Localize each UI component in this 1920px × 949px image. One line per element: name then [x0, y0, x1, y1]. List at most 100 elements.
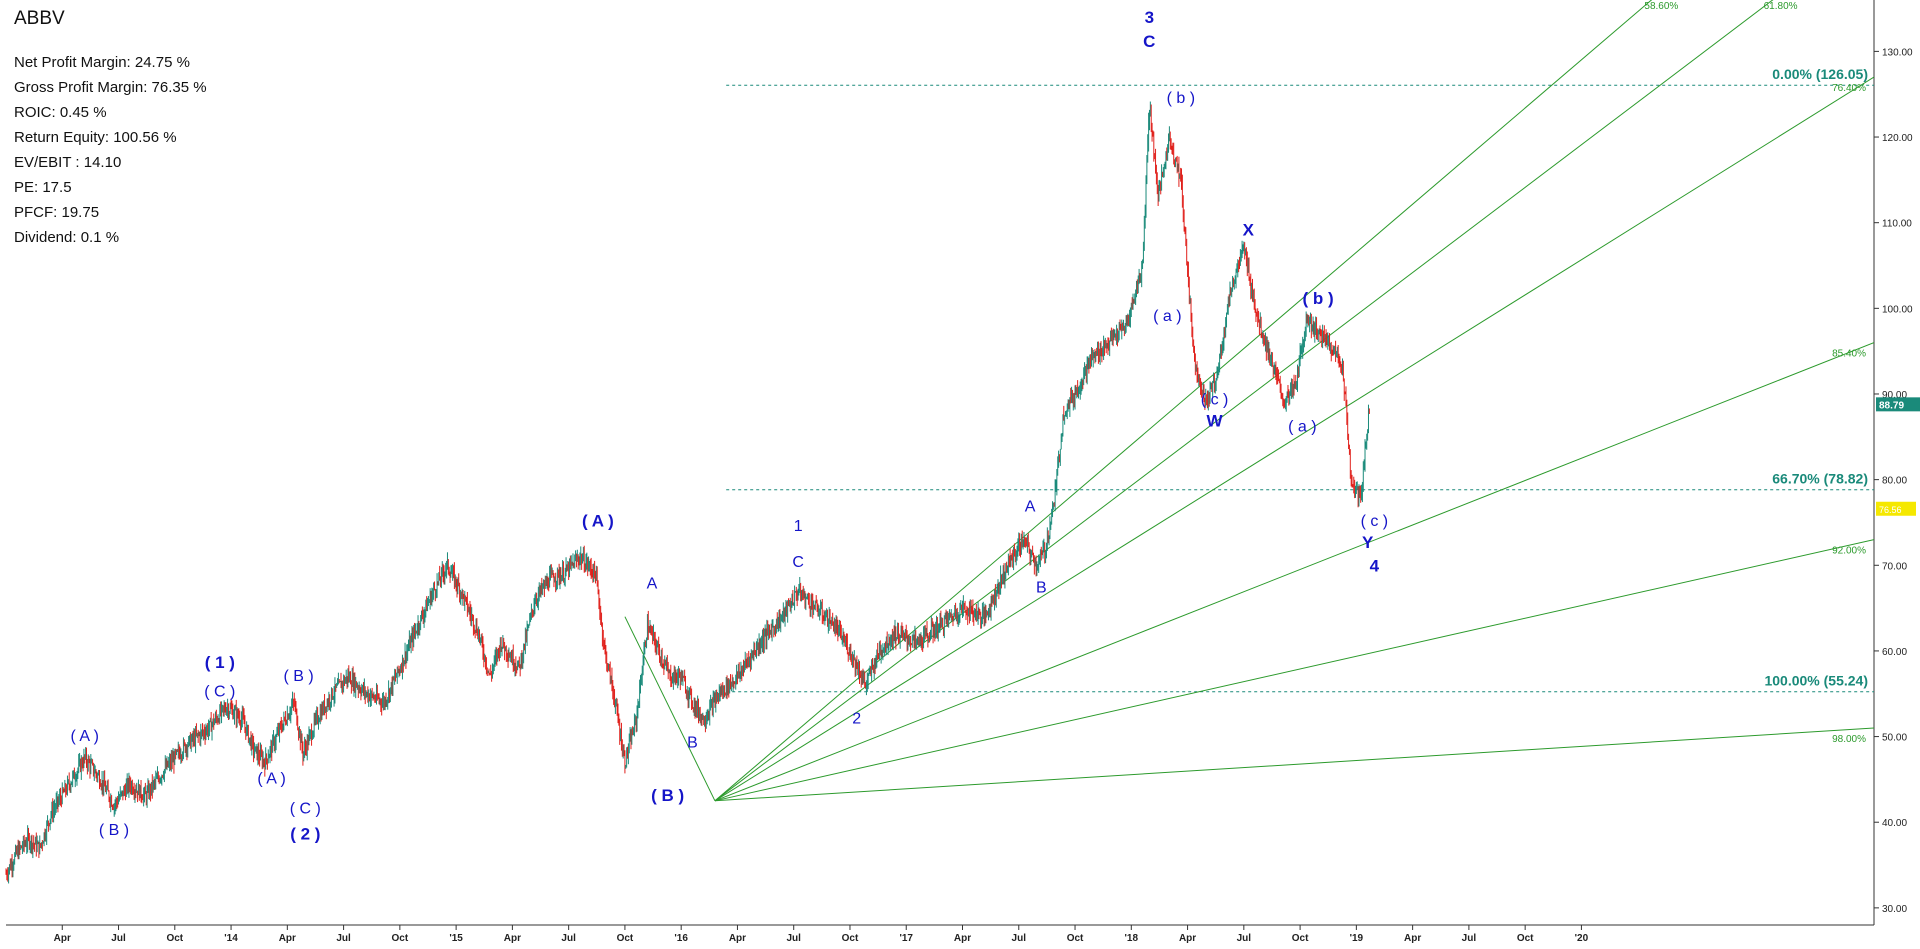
wave-label: A — [1025, 498, 1036, 515]
wave-label: B — [1036, 580, 1047, 597]
x-tick-label: '16 — [674, 933, 688, 944]
x-tick-label: Apr — [54, 933, 71, 944]
wave-label: 1 — [794, 518, 803, 535]
y-tick-label: 120.00 — [1882, 133, 1913, 144]
wave-label: ( c ) — [1361, 513, 1389, 530]
y-tick-label: 100.00 — [1882, 304, 1913, 315]
x-tick-label: Jul — [1462, 933, 1477, 944]
x-tick-label: '18 — [1125, 933, 1139, 944]
x-tick-label: '17 — [899, 933, 913, 944]
wave-label: 4 — [1370, 556, 1380, 575]
y-tick-label: 60.00 — [1882, 647, 1907, 658]
fan-ray — [714, 0, 1774, 802]
metric-row: ROIC: 0.45 % — [14, 104, 107, 121]
wave-label: ( a ) — [1153, 308, 1181, 325]
fib-level-label: 66.70% (78.82) — [1772, 471, 1868, 487]
fan-ray — [714, 342, 1874, 802]
y-tick-label: 40.00 — [1882, 818, 1907, 829]
wave-label: ( A ) — [71, 728, 99, 745]
x-tick-label: Apr — [729, 933, 746, 944]
wave-label: ( B ) — [283, 668, 313, 685]
metric-row: PFCF: 19.75 — [14, 204, 100, 221]
fan-ray-label: 92.00% — [1832, 546, 1866, 557]
wave-label: C — [792, 554, 804, 571]
wave-label: Y — [1362, 533, 1374, 552]
y-tick-label: 70.00 — [1882, 561, 1907, 572]
fan-ray — [714, 76, 1874, 802]
x-tick-label: '20 — [1575, 933, 1589, 944]
metric-row: Return Equity: 100.56 % — [14, 129, 177, 146]
y-tick-label: 130.00 — [1882, 47, 1913, 58]
wave-label: A — [647, 575, 658, 592]
fundamentals-list: Net Profit Margin: 24.75 % Gross Profit M… — [14, 50, 207, 250]
fan-ray-label: 61.80% — [1764, 1, 1798, 12]
x-tick-label: Apr — [504, 933, 521, 944]
fan-ray — [714, 0, 1653, 802]
wave-label: ( B ) — [99, 822, 129, 839]
metric-row: PE: 17.5 — [14, 179, 72, 196]
x-tick-label: Oct — [842, 933, 859, 944]
fan-ray-label: 98.00% — [1832, 734, 1866, 745]
wave-label: ( C ) — [290, 801, 321, 818]
x-tick-label: Oct — [392, 933, 409, 944]
price-marker-badge — [1876, 501, 1916, 516]
x-tick-label: Jul — [111, 933, 126, 944]
fan-ray-label: 58.60% — [1644, 1, 1678, 12]
ticker-symbol: ABBV — [14, 8, 65, 29]
x-tick-label: Jul — [786, 933, 801, 944]
x-tick-label: Oct — [1517, 933, 1534, 944]
x-tick-label: Apr — [954, 933, 971, 944]
wave-label: ( A ) — [582, 512, 614, 531]
wave-label: ( B ) — [651, 786, 684, 805]
x-tick-label: Oct — [1067, 933, 1084, 944]
y-tick-label: 110.00 — [1882, 219, 1912, 230]
metric-row: Dividend: 0.1 % — [14, 229, 120, 246]
wave-label: 2 — [852, 711, 861, 728]
wave-label: B — [687, 735, 698, 752]
price-marker-label: 76.56 — [1879, 505, 1902, 515]
x-tick-label: '19 — [1350, 933, 1364, 944]
wave-label: ( 2 ) — [290, 824, 320, 843]
fan-ray-label: 85.40% — [1832, 349, 1866, 360]
wave-label: ( b ) — [1303, 289, 1334, 308]
wave-label: 3 — [1145, 8, 1154, 27]
wave-label: W — [1207, 412, 1224, 431]
wave-label: ( a ) — [1288, 419, 1316, 436]
x-tick-label: Jul — [1237, 933, 1252, 944]
y-tick-label: 50.00 — [1882, 733, 1907, 744]
fan-ray — [624, 616, 716, 802]
last-price-badge — [1876, 397, 1920, 412]
x-tick-label: Oct — [1292, 933, 1309, 944]
x-tick-label: '14 — [224, 933, 238, 944]
x-tick-label: Jul — [1012, 933, 1027, 944]
wave-label: ( 1 ) — [205, 653, 235, 672]
wave-label: ( C ) — [204, 683, 235, 700]
wave-label: ( b ) — [1167, 90, 1195, 107]
x-tick-label: Jul — [561, 933, 576, 944]
wave-label: C — [1143, 32, 1155, 51]
x-tick-label: Apr — [1404, 933, 1421, 944]
y-tick-label: 80.00 — [1882, 476, 1907, 487]
x-tick-label: Oct — [166, 933, 183, 944]
x-tick-label: '15 — [449, 933, 463, 944]
fan-ray-label: 76.40% — [1832, 83, 1866, 94]
wave-label: ( A ) — [257, 771, 285, 788]
metric-row: Gross Profit Margin: 76.35 % — [14, 79, 207, 96]
wave-label: ( c ) — [1201, 391, 1229, 408]
wave-label: X — [1243, 221, 1255, 240]
metric-row: EV/EBIT : 14.10 — [14, 154, 122, 171]
fib-level-label: 100.00% (55.24) — [1764, 673, 1868, 689]
info-panel: ABBV Net Profit Margin: 24.75 % Gross Pro… — [14, 8, 207, 250]
x-tick-label: Apr — [1179, 933, 1196, 944]
y-tick-label: 90.00 — [1882, 390, 1907, 401]
metric-row: Net Profit Margin: 24.75 % — [14, 54, 190, 71]
last-price-label: 88.79 — [1879, 400, 1904, 411]
fan-ray — [714, 727, 1874, 802]
x-tick-label: Jul — [336, 933, 351, 944]
x-tick-label: Oct — [617, 933, 634, 944]
fan-ray — [714, 539, 1874, 802]
fib-level-label: 0.00% (126.05) — [1772, 66, 1868, 82]
x-tick-label: Apr — [279, 933, 296, 944]
y-tick-label: 30.00 — [1882, 904, 1907, 915]
